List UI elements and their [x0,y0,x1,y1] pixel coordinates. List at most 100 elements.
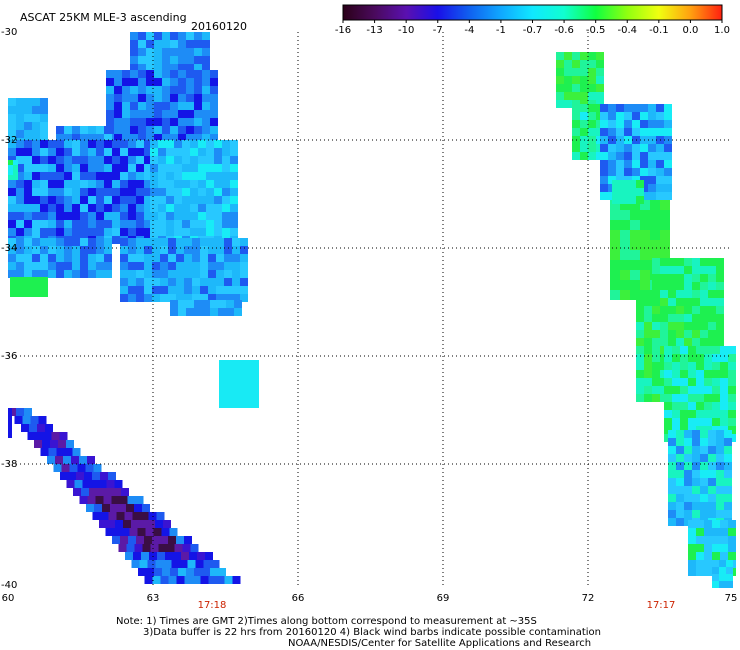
wind-cell [80,270,88,278]
wind-cell [154,110,162,118]
wind-cell [184,238,192,246]
pass-time-right: 17:17 [646,600,676,611]
wind-cell [150,148,158,156]
wind-cell [105,488,113,496]
wind-cell [708,306,716,314]
wind-cell [176,270,184,278]
wind-cell [48,238,56,246]
wind-cell [226,308,234,316]
wind-cell [13,165,18,170]
wind-cell [664,354,672,362]
wind-cell [704,528,712,536]
wind-cell [155,520,163,528]
wind-cell [112,196,120,204]
wind-cell [104,188,112,196]
wind-cell [146,56,154,64]
wind-cell [112,148,120,156]
wind-cell [716,454,724,462]
wind-cell [170,64,178,72]
wind-cell [60,472,68,480]
wind-cell [696,378,704,386]
wind-cell [50,440,58,448]
wind-cell [16,164,24,172]
wind-cell [16,114,24,122]
wind-cell [700,322,708,330]
wind-cell [136,164,144,172]
wind-cell [173,552,181,560]
wind-cell [53,464,62,472]
wind-cell [664,378,672,386]
wind-cell [24,254,32,262]
wind-cell [556,68,564,76]
wind-cell [692,502,700,510]
wind-cell [186,118,194,126]
wind-cell [77,464,86,472]
wind-cell [168,286,176,294]
wind-cell [616,152,624,160]
wind-cell [178,86,186,94]
wind-cell [174,164,182,172]
wind-cell [96,140,104,148]
wind-cell [728,520,736,528]
wind-cell [608,160,616,168]
wind-cell [16,188,24,196]
wind-cell [166,188,174,196]
wind-cell [230,228,238,236]
wind-cell [700,454,708,462]
wind-cell [48,212,56,220]
wind-cell [40,180,48,188]
wind-cell [726,567,733,574]
wind-cell [600,120,608,128]
wind-cell [720,544,728,552]
wind-cell [716,486,724,494]
wind-cell [130,86,138,94]
wind-cell [120,228,128,236]
wind-cell [620,230,630,240]
wind-cell [724,494,732,502]
wind-cell [636,306,644,314]
wind-cell [8,220,16,228]
wind-cell [726,560,733,567]
wind-cell [144,246,152,254]
wind-cell [692,446,700,454]
wind-cell [664,104,672,112]
wind-cell [692,274,700,282]
wind-cell [696,418,704,426]
wind-cell [644,338,652,346]
wind-cell [104,270,112,278]
wind-cell [232,246,240,254]
wind-cell [136,148,144,156]
wind-cell [32,114,40,122]
wind-cell [692,462,700,470]
note-line-3: NOAA/NESDIS/Center for Satellite Applica… [288,638,592,649]
wind-cell [80,126,88,134]
wind-cell [178,56,186,64]
wind-cell [136,228,144,236]
swath-patch [150,140,238,244]
wind-cell [132,512,141,520]
wind-cell [40,98,48,106]
swath-patch [612,180,644,204]
wind-cell [104,238,112,246]
wind-cell [716,330,724,338]
wind-cell [32,180,40,188]
wind-cell [656,184,664,192]
wind-cell [162,86,170,94]
wind-cell [192,278,200,286]
wind-cell [600,128,608,136]
wind-cell [61,464,70,472]
wind-cell [88,270,96,278]
wind-cell [176,246,184,254]
wind-cell [664,144,672,152]
wind-cell [612,188,620,196]
wind-cell [630,270,640,280]
wind-cell [588,128,596,136]
wind-cell [80,246,88,254]
wind-cell [210,70,218,78]
swath-patch [8,238,112,278]
wind-cell [154,48,162,56]
wind-cell [676,282,684,290]
wind-cell [184,576,193,584]
wind-cell [208,254,216,262]
wind-cell [724,454,732,462]
